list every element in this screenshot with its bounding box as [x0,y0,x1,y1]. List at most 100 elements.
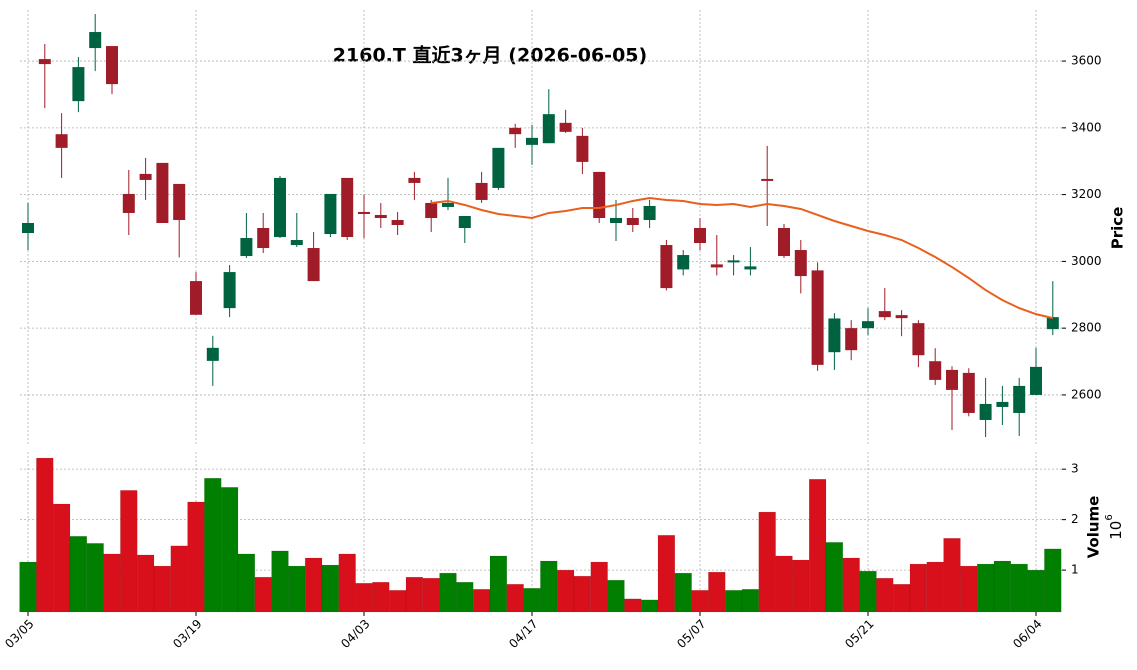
volume-bar [523,588,541,613]
candle-body [425,202,438,218]
volume-bar [405,576,424,613]
candle-body [593,171,606,218]
candle-body [458,215,471,229]
candle-body [89,32,102,49]
volume-bar [775,555,793,613]
candle-body [1030,366,1042,395]
volume-bar [506,583,524,613]
y-tick-label: 2600 [1071,387,1102,401]
volume-bar [372,581,390,613]
x-tick-label: 03/05 [2,617,36,651]
volume-scale: 106 [1104,514,1125,539]
y-tick-label: 1 [1071,563,1079,577]
candle-body [845,328,858,351]
volume-bar [691,590,709,613]
volume-bar [1010,563,1028,613]
chart-title: 2160.T 直近3ヶ月 (2026-06-05) [333,44,647,67]
x-tick-label: 05/07 [674,617,708,651]
candle-body [878,311,891,318]
volume-bar [422,577,440,613]
candle-body [526,137,538,145]
candle-body [106,46,118,85]
volume-bar [1027,569,1045,613]
volume-bar [624,598,642,613]
candle-body [358,211,370,214]
x-tick-label: 03/19 [170,617,204,651]
candle-body [576,135,589,162]
volume-bar [590,561,608,613]
volume-bar [1044,548,1062,613]
volume-bar [808,479,827,613]
candle-body [610,217,622,223]
volume-bar [153,565,172,613]
volume-bar [136,554,155,613]
volume-bar [86,543,104,613]
candle-body [912,323,925,356]
candle-body [778,228,790,257]
volume-bar [120,490,138,613]
volume-bar [271,550,289,613]
candle-body [72,67,85,102]
candle-body [828,318,841,353]
candle-body [442,202,454,207]
candle-body [139,173,152,180]
candle-body [307,248,320,282]
candle-body [190,281,202,315]
volume-bar [607,579,625,613]
volume-bar [187,501,205,613]
candle-body [1046,317,1059,330]
candle-body [374,214,387,218]
volume-bar [792,559,810,613]
volume-bar [103,553,121,613]
volume-bar [556,569,575,613]
x-tick-label: 05/21 [842,617,876,651]
y-tick-label: 3 [1071,462,1079,476]
candle-body [173,183,186,220]
volume-bar [657,535,676,613]
price-axis-label: Price [1109,207,1127,250]
volume-bar [439,572,457,613]
volume-bar [540,560,558,613]
volume-bar [304,557,323,613]
volume-scale-base: 10 [1107,521,1125,540]
candle-body [979,403,992,420]
y-tick-label: 2 [1071,512,1079,526]
y-tick-label: 2800 [1071,321,1102,335]
volume-bar [943,538,961,613]
candle-body [996,401,1009,407]
candle-body [509,127,522,135]
candle-body [206,347,219,361]
candle-body [946,369,958,390]
candle-body [257,228,270,249]
volume-bar [876,577,894,613]
candle-body [794,250,807,277]
candle-body [324,193,337,235]
volume-bar [993,560,1012,613]
y-tick-label: 3600 [1071,54,1102,68]
candle-body [895,315,908,319]
volume-bar [254,576,272,613]
candle-body [694,228,706,244]
y-tick-label: 3400 [1071,120,1102,134]
candle-body [22,222,34,234]
volume-bar [842,557,860,613]
candle-body [643,205,656,220]
volume-bar [960,565,978,613]
x-tick-label: 04/17 [506,617,540,651]
volume-bar [36,457,54,613]
volume-bar [456,581,474,613]
candle-body [710,264,723,268]
candle-body [341,177,354,238]
volume-bar [909,563,928,613]
volume-bar [52,503,71,613]
volume-bar [674,572,692,613]
candle-body [408,177,421,183]
candle-body [811,270,824,365]
volume-bar [220,487,239,613]
candle-body [677,255,690,270]
candle-body [240,238,253,257]
volume-bar [69,536,88,613]
volume-bar [472,589,491,613]
candle-body [962,372,975,413]
volume-bar [892,583,911,613]
